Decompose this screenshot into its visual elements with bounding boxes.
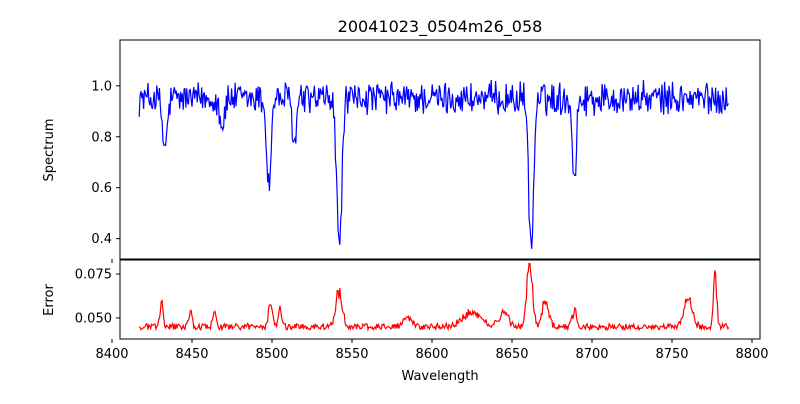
top-y-tick-label: 1.0 xyxy=(91,79,112,94)
bottom-y-tick-label: 0.050 xyxy=(75,311,112,326)
error-line xyxy=(138,262,730,332)
x-tick-label: 8500 xyxy=(255,347,288,362)
bottom-y-ticks: 0.050 0.075 xyxy=(75,268,120,326)
x-tick-label: 8750 xyxy=(655,347,688,362)
x-tick-label: 8550 xyxy=(335,347,368,362)
spectrum-line xyxy=(138,79,729,249)
top-plot-frame xyxy=(119,39,761,260)
bottom-plot-frame xyxy=(119,259,761,340)
bottom-x-ticks: 8400 8450 8500 8550 8600 8650 8700 8750 8800 xyxy=(95,339,769,362)
x-tick-label: 8650 xyxy=(495,347,528,362)
top-y-ticks: 0.4 0.6 0.8 1.0 xyxy=(91,79,753,263)
x-axis-title: Wavelength xyxy=(401,369,478,384)
chart-title: 20041023_0504m26_058 xyxy=(338,17,543,37)
top-y-tick-label: 0.8 xyxy=(91,130,112,145)
top-y-tick-label: 0.6 xyxy=(91,181,112,196)
bottom-y-axis-title: Error xyxy=(42,284,57,316)
bottom-series-group xyxy=(138,262,730,332)
bottom-y-tick-label: 0.075 xyxy=(75,268,112,283)
x-tick-label: 8600 xyxy=(415,347,448,362)
top-panel: 0.4 0.6 0.8 1.0 Spectrum xyxy=(42,39,761,263)
x-tick-label: 8700 xyxy=(575,347,608,362)
top-series-group xyxy=(138,79,729,249)
top-y-axis-title: Spectrum xyxy=(42,119,57,182)
x-tick-label: 8450 xyxy=(175,347,208,362)
x-tick-label: 8800 xyxy=(735,347,768,362)
x-tick-label: 8400 xyxy=(95,347,128,362)
top-y-tick-label: 0.4 xyxy=(91,232,112,247)
